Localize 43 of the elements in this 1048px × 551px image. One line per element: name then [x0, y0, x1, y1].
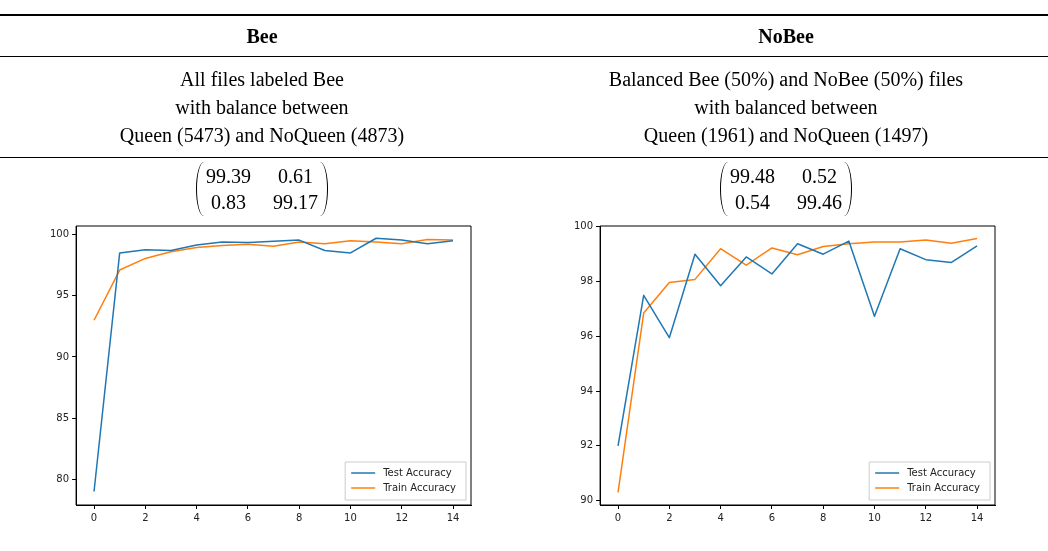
x-tick-label: 12 [919, 511, 933, 523]
x-tick-label: 0 [614, 511, 622, 523]
text: 0.52 [801, 164, 838, 189]
x-tick-label: 8 [820, 511, 827, 523]
text: 99.17 [273, 190, 318, 215]
x-tick-label: 4 [717, 511, 724, 523]
y-tick-label: 98 [580, 275, 594, 287]
text: 99.39 [206, 164, 251, 189]
x-tick-label: 2 [142, 511, 149, 523]
chart-subtitle: All files labeled Bee with balance between Queen (5473) and NoQueen (4873) [118, 67, 406, 149]
x-tick-label: 8 [296, 511, 303, 523]
chart-subtitle: Balanced Bee (50%) and NoBee (50%) files with balanced between Queen (1961) and NoQueen (1497) [607, 67, 965, 149]
y-tick-label: 94 [580, 384, 594, 396]
y-tick-label: 100 [49, 228, 70, 240]
text: 0.61 [277, 164, 314, 189]
y-tick-label: 90 [580, 494, 594, 506]
x-tick-label: 6 [244, 511, 252, 523]
x-tick-label: 14 [446, 511, 460, 523]
x-tick-label: 10 [868, 511, 881, 523]
text: 0.54 [734, 190, 771, 215]
text: 99.46 [797, 190, 842, 215]
chart-title: Bee [0, 16, 524, 57]
y-tick-label: 90 [56, 350, 70, 362]
x-tick-label: 10 [344, 511, 357, 523]
legend-label: Train Accuracy [382, 481, 457, 493]
y-tick-label: 95 [56, 289, 70, 301]
x-tick-label: 14 [970, 511, 984, 523]
y-tick-label: 92 [580, 439, 594, 451]
y-tick-label: 100 [573, 220, 594, 232]
chart-title: NoBee [524, 16, 1048, 57]
x-tick-label: 12 [395, 511, 409, 523]
x-tick-label: 0 [90, 511, 98, 523]
legend-label: Test Accuracy [382, 466, 452, 478]
legend-label: Test Accuracy [906, 466, 976, 478]
text: 99.48 [730, 164, 775, 189]
x-tick-label: 6 [768, 511, 776, 523]
x-tick-label: 4 [193, 511, 200, 523]
y-tick-label: 96 [580, 329, 594, 341]
x-tick-label: 2 [666, 511, 673, 523]
text: 0.83 [210, 190, 247, 215]
legend-label: Train Accuracy [906, 481, 981, 493]
y-tick-label: 80 [56, 472, 70, 484]
y-tick-label: 85 [56, 411, 70, 423]
